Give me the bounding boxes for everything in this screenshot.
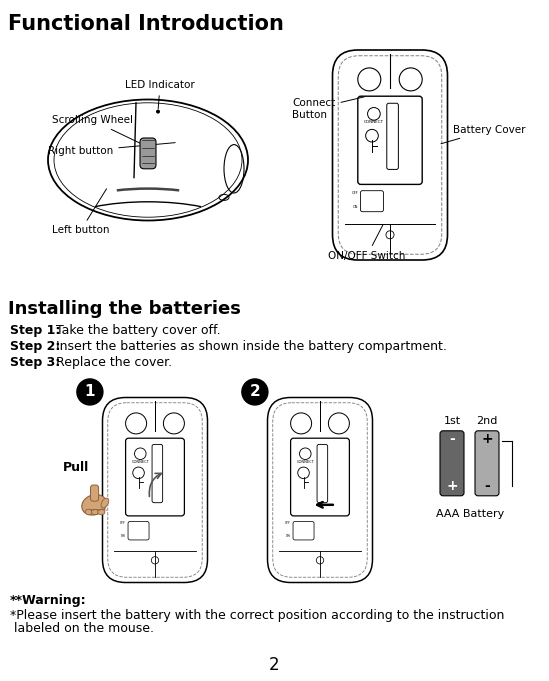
Text: Connect
Button: Connect Button [292, 97, 365, 120]
Text: OFF: OFF [285, 521, 291, 525]
Text: Insert the batteries as shown inside the battery compartment.: Insert the batteries as shown inside the… [52, 340, 447, 353]
Ellipse shape [48, 99, 248, 221]
Text: Scrolling Wheel: Scrolling Wheel [52, 115, 141, 144]
Text: CONNECT: CONNECT [131, 460, 149, 464]
Text: Step 2:: Step 2: [10, 340, 60, 353]
Ellipse shape [82, 494, 107, 515]
FancyBboxPatch shape [91, 485, 99, 501]
Text: Step 2: Insert the batteries as shown inside the battery compartment.: Step 2: Insert the batteries as shown in… [10, 340, 450, 353]
FancyBboxPatch shape [440, 431, 464, 496]
Text: CONNECT: CONNECT [296, 460, 314, 464]
Ellipse shape [91, 509, 99, 515]
Text: Step 3: Replace the cover.: Step 3: Replace the cover. [10, 356, 175, 369]
Text: ON: ON [287, 535, 291, 538]
Text: *Please insert the battery with the correct position according to the instructio: *Please insert the battery with the corr… [10, 609, 505, 622]
Text: CONNECT: CONNECT [364, 121, 384, 125]
Text: -: - [449, 432, 455, 446]
Text: Installing the batteries: Installing the batteries [8, 300, 241, 318]
Text: 2nd: 2nd [477, 416, 498, 426]
Text: ON: ON [121, 535, 126, 538]
Ellipse shape [85, 509, 92, 515]
Text: 1st: 1st [444, 416, 461, 426]
Text: ON: ON [353, 206, 358, 210]
Text: **Warning:: **Warning: [10, 594, 87, 607]
Ellipse shape [101, 498, 109, 508]
Circle shape [77, 379, 103, 405]
Text: Pull: Pull [63, 461, 89, 474]
Text: Left button: Left button [52, 189, 109, 236]
Text: ON/OFF Switch: ON/OFF Switch [328, 225, 406, 261]
Text: -: - [484, 479, 490, 493]
Circle shape [242, 379, 268, 405]
Text: labeled on the mouse.: labeled on the mouse. [10, 622, 154, 635]
Text: 1: 1 [85, 385, 95, 400]
Text: Battery Cover: Battery Cover [441, 125, 526, 144]
Text: Replace the cover.: Replace the cover. [52, 356, 172, 369]
Circle shape [156, 110, 160, 114]
Text: 2: 2 [250, 385, 260, 400]
Text: Step 1:: Step 1: [10, 324, 60, 337]
Text: OFF: OFF [351, 191, 358, 195]
FancyBboxPatch shape [140, 138, 156, 169]
Text: +: + [481, 432, 493, 446]
Text: OFF: OFF [120, 521, 126, 525]
Text: Step 1: Take the battery cover off.: Step 1: Take the battery cover off. [10, 324, 223, 337]
Text: AAA Battery: AAA Battery [436, 509, 504, 519]
Ellipse shape [98, 509, 105, 515]
Text: Step 3:: Step 3: [10, 356, 60, 369]
Text: 2: 2 [269, 656, 280, 674]
Text: Right button: Right button [48, 142, 175, 156]
Text: Take the battery cover off.: Take the battery cover off. [52, 324, 221, 337]
Text: +: + [446, 479, 458, 493]
Text: Functional Introduction: Functional Introduction [8, 14, 284, 34]
FancyBboxPatch shape [475, 431, 499, 496]
Text: LED Indicator: LED Indicator [125, 80, 195, 109]
